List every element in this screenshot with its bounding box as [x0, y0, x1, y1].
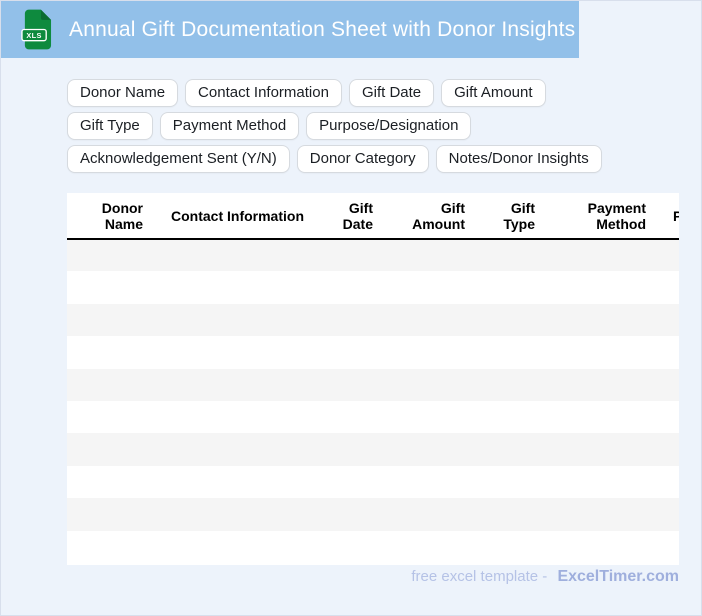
chip-gift-date[interactable]: Gift Date — [348, 79, 435, 107]
table-row — [67, 433, 679, 466]
footer-text: free excel template - — [411, 568, 548, 585]
chip-gift-amount[interactable]: Gift Amount — [441, 79, 546, 107]
table-container: Donor Name Contact Information Gift Date… — [67, 193, 679, 565]
table-row — [67, 368, 679, 401]
table-body — [67, 239, 679, 563]
chip-contact-information[interactable]: Contact Information — [185, 79, 342, 107]
col-header-purpose-designation: Purpose/Designation — [659, 193, 679, 240]
chip-gift-type[interactable]: Gift Type — [67, 112, 153, 140]
xls-file-icon: XLS — [21, 9, 52, 50]
table-row — [67, 498, 679, 531]
table-row — [67, 239, 679, 272]
page-title: Annual Gift Documentation Sheet with Don… — [69, 17, 576, 41]
col-header-gift-type: Gift Type — [478, 193, 548, 240]
table-row — [67, 336, 679, 369]
col-header-gift-date: Gift Date — [317, 193, 386, 240]
table-header-row: Donor Name Contact Information Gift Date… — [67, 193, 679, 240]
table-row — [67, 530, 679, 563]
table-row — [67, 271, 679, 304]
gift-table: Donor Name Contact Information Gift Date… — [67, 193, 679, 563]
brand-link[interactable]: ExcelTimer.com — [557, 568, 679, 585]
footer: free excel template - ExcelTimer.com — [67, 567, 679, 587]
table-row — [67, 465, 679, 499]
col-header-donor-name: Donor Name — [67, 193, 156, 240]
col-header-gift-amount: Gift Amount — [386, 193, 478, 240]
chip-notes-donor-insights[interactable]: Notes/Donor Insights — [435, 145, 602, 173]
col-header-payment-method: Payment Method — [548, 193, 659, 240]
svg-text:XLS: XLS — [26, 31, 41, 40]
table-row — [67, 400, 679, 434]
chip-payment-method[interactable]: Payment Method — [159, 112, 300, 140]
chip-donor-name[interactable]: Donor Name — [67, 79, 179, 107]
table-row — [67, 303, 679, 337]
chip-list: Donor Name Contact Information Gift Date… — [67, 79, 627, 173]
col-header-contact-information: Contact Information — [156, 193, 317, 240]
chip-purpose-designation[interactable]: Purpose/Designation — [306, 112, 472, 140]
chip-acknowledgement-sent[interactable]: Acknowledgement Sent (Y/N) — [67, 145, 290, 173]
chip-donor-category[interactable]: Donor Category — [296, 145, 429, 173]
header-bar: XLS Annual Gift Documentation Sheet with… — [1, 1, 579, 58]
